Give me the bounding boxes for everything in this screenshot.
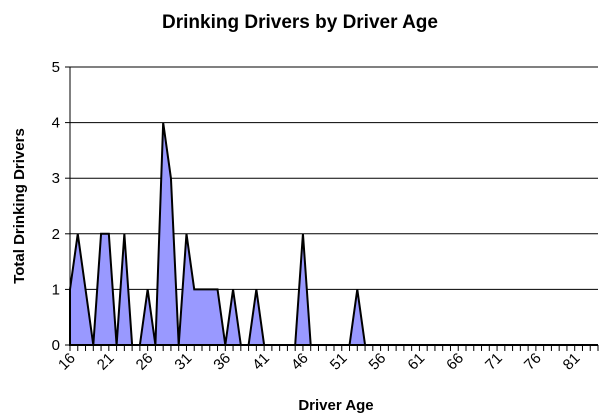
x-tick-label: 76 [521, 350, 545, 374]
y-tick-label: 5 [52, 59, 60, 76]
x-tick-label: 61 [404, 350, 428, 374]
x-tick-label: 21 [94, 350, 118, 374]
x-tick-label: 26 [133, 350, 157, 374]
x-tick-label: 56 [366, 350, 390, 374]
x-tick-label: 66 [443, 350, 467, 374]
y-tick-label: 1 [52, 281, 60, 298]
x-tick-label: 71 [482, 350, 506, 374]
x-tick-label: 36 [210, 350, 234, 374]
chart-title: Drinking Drivers by Driver Age [162, 12, 438, 33]
x-tick-label: 81 [560, 350, 584, 374]
x-axis-title: Driver Age [298, 397, 373, 414]
y-tick-label: 0 [52, 337, 60, 354]
y-tick-label: 4 [52, 115, 60, 132]
y-tick-label: 3 [52, 170, 60, 187]
x-tick-label: 46 [288, 350, 312, 374]
y-tick-label: 2 [52, 226, 60, 243]
y-axis-title: Total Drinking Drivers [11, 128, 28, 284]
x-tick-label: 51 [327, 350, 351, 374]
x-tick-label: 41 [249, 350, 273, 374]
x-tick-label: 31 [171, 350, 195, 374]
